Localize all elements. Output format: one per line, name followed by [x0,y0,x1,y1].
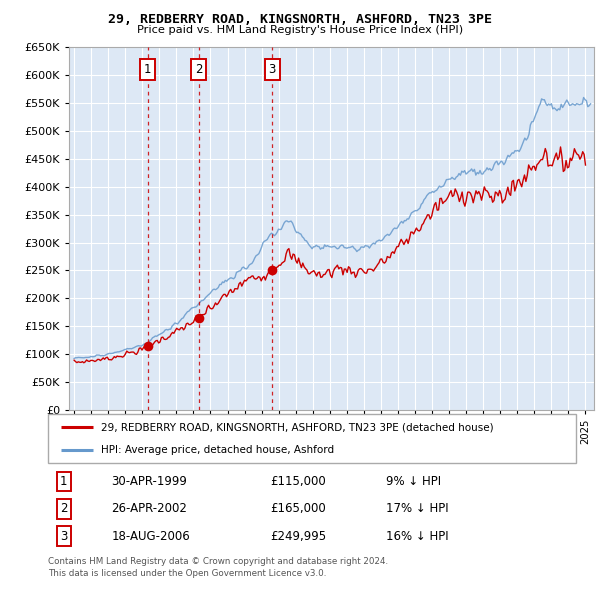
Text: 17% ↓ HPI: 17% ↓ HPI [386,502,449,516]
Text: 16% ↓ HPI: 16% ↓ HPI [386,530,449,543]
Text: 1: 1 [60,475,68,488]
Text: 3: 3 [269,63,276,76]
Text: 29, REDBERRY ROAD, KINGSNORTH, ASHFORD, TN23 3PE (detached house): 29, REDBERRY ROAD, KINGSNORTH, ASHFORD, … [101,422,493,432]
Text: 26-APR-2002: 26-APR-2002 [112,502,187,516]
Text: Contains HM Land Registry data © Crown copyright and database right 2024.: Contains HM Land Registry data © Crown c… [48,557,388,566]
Text: Price paid vs. HM Land Registry's House Price Index (HPI): Price paid vs. HM Land Registry's House … [137,25,463,35]
Text: 18-AUG-2006: 18-AUG-2006 [112,530,190,543]
Text: 2: 2 [195,63,203,76]
Text: 29, REDBERRY ROAD, KINGSNORTH, ASHFORD, TN23 3PE: 29, REDBERRY ROAD, KINGSNORTH, ASHFORD, … [108,13,492,26]
Text: 3: 3 [60,530,68,543]
Text: This data is licensed under the Open Government Licence v3.0.: This data is licensed under the Open Gov… [48,569,326,578]
Text: HPI: Average price, detached house, Ashford: HPI: Average price, detached house, Ashf… [101,445,334,455]
Text: £165,000: £165,000 [270,502,326,516]
Text: 9% ↓ HPI: 9% ↓ HPI [386,475,441,488]
Text: 2: 2 [60,502,68,516]
Text: £115,000: £115,000 [270,475,326,488]
Text: 1: 1 [144,63,152,76]
Text: 30-APR-1999: 30-APR-1999 [112,475,187,488]
Text: £249,995: £249,995 [270,530,326,543]
